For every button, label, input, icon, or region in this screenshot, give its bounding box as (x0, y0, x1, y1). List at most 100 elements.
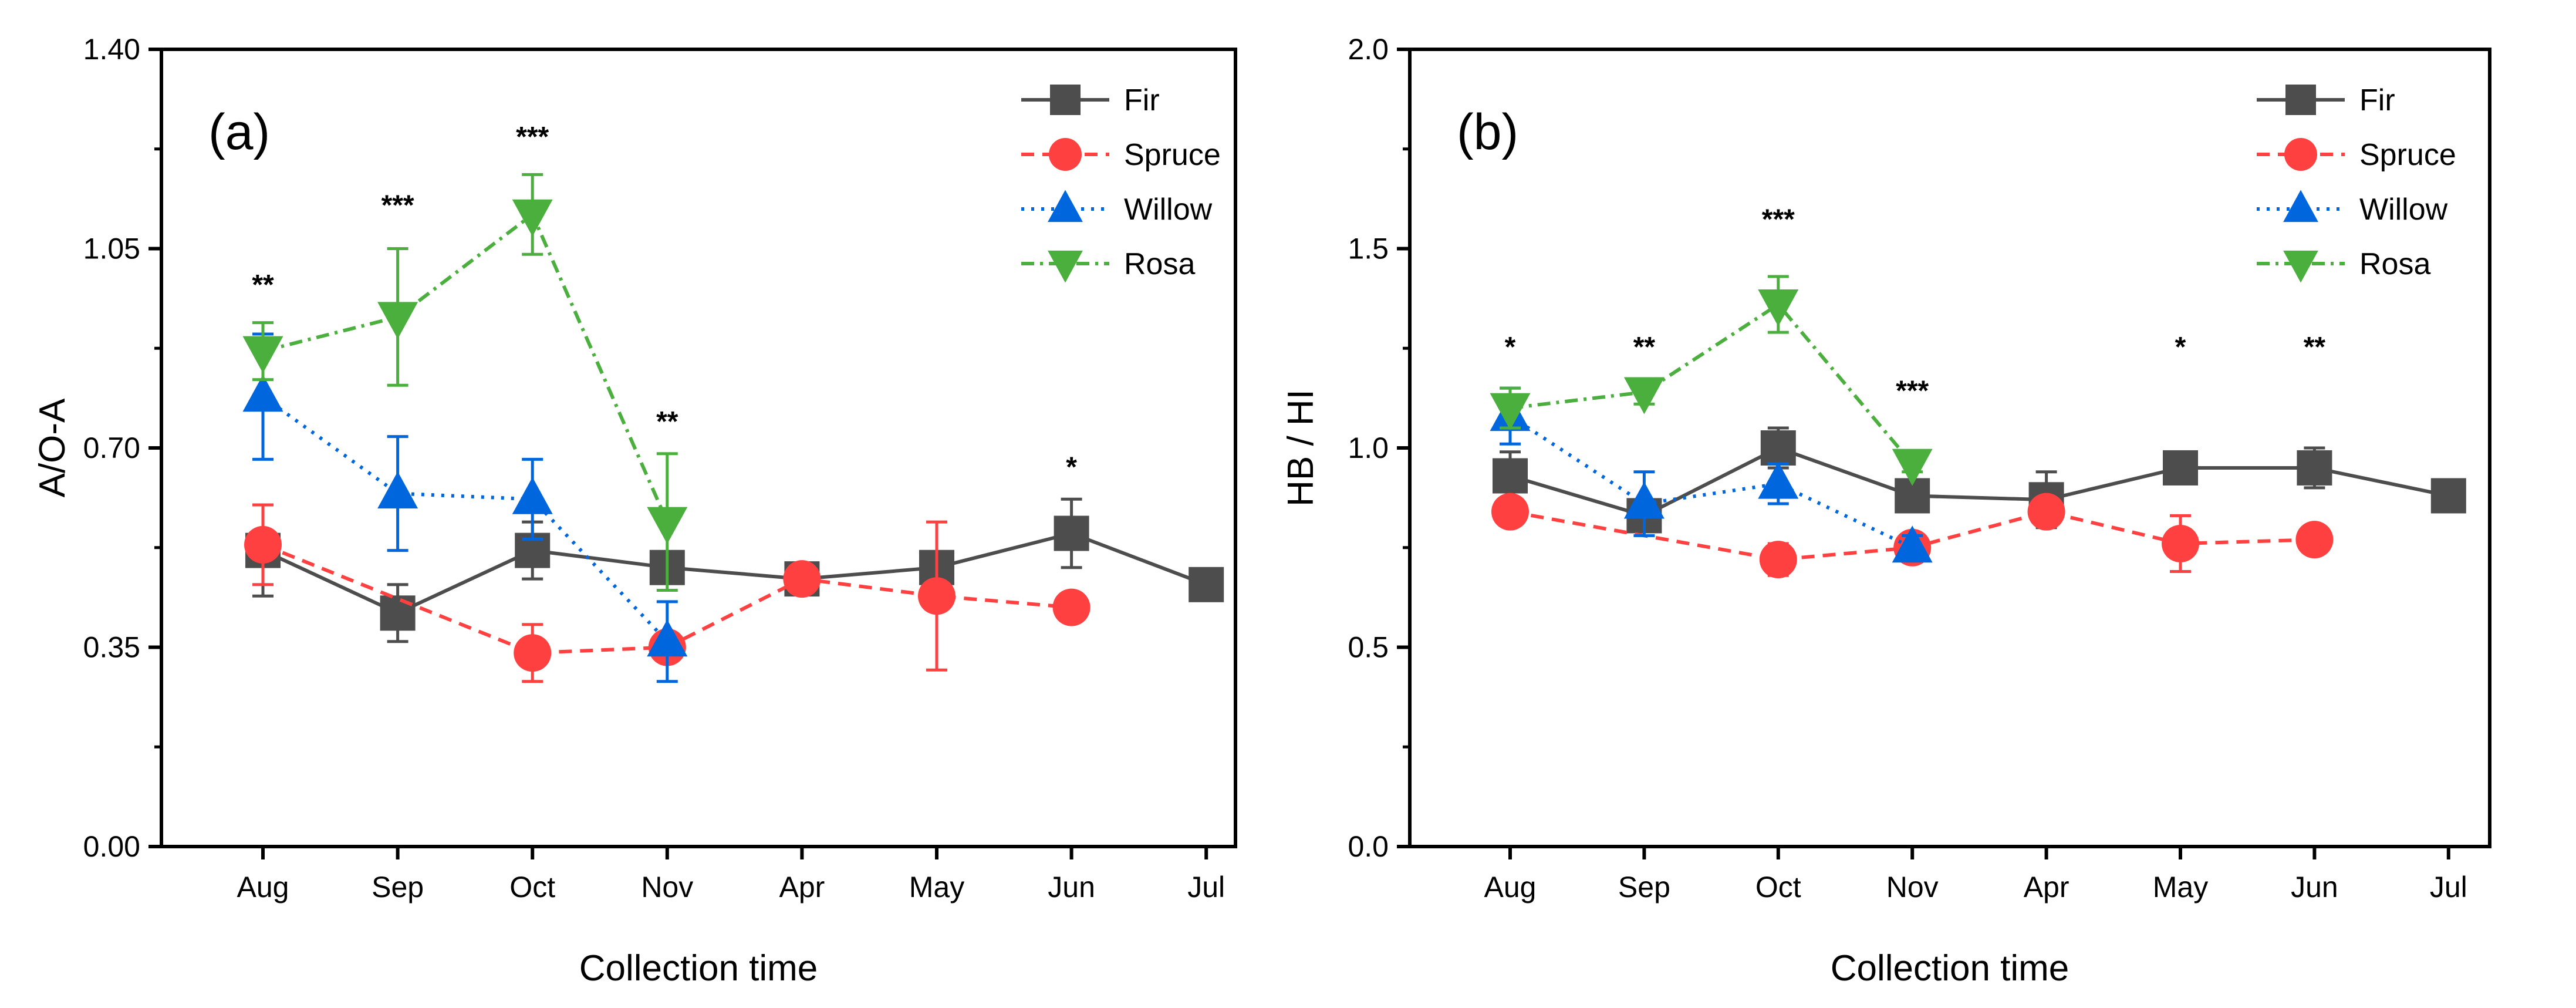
legend-label: Rosa (1124, 247, 1195, 281)
series-line (262, 395, 669, 643)
significance-label: ** (1633, 332, 1656, 363)
x-axis-title: Collection time (1831, 948, 2069, 989)
marker-square (1189, 567, 1224, 602)
x-tick-label: Nov (641, 871, 693, 904)
marker-square (1760, 430, 1796, 466)
legend-label: Rosa (2359, 247, 2430, 281)
marker-circle (1491, 493, 1529, 531)
x-tick-label: Sep (1618, 871, 1670, 904)
x-tick-label: Oct (509, 871, 555, 904)
significance-label: * (1066, 452, 1077, 483)
significance-label: *** (1896, 376, 1929, 407)
marker-square (1054, 515, 1089, 551)
panel-b: 0.0 0.5 1.0 1.5 2.0 Aug Sep Oct Nov Apr May Jun Jul C… (1281, 33, 2491, 989)
series-rosa (1490, 275, 1933, 486)
marker-triangle-down (1490, 393, 1531, 430)
y-tick-label: 1.05 (83, 232, 140, 265)
marker-triangle-down (377, 302, 418, 339)
y-tick-label: 0.00 (83, 830, 140, 863)
x-tick-label: Jul (1187, 871, 1225, 904)
marker-triangle-up (242, 375, 283, 412)
marker-triangle-up (1048, 190, 1083, 222)
x-tick-label: Apr (779, 871, 825, 904)
series-line (262, 543, 1072, 655)
marker-square (380, 595, 416, 631)
y-tick-label: 0.0 (1348, 830, 1389, 863)
marker-circle (1759, 541, 1797, 579)
series-line (1509, 414, 1913, 549)
y-tick-label: 1.5 (1348, 232, 1389, 265)
marker-circle (514, 634, 552, 672)
panel-label: (b) (1457, 104, 1518, 160)
marker-triangle-up (1892, 525, 1933, 563)
x-tick-label: May (2153, 871, 2208, 904)
x-tick-label: May (909, 871, 964, 904)
y-tick-label: 0.70 (83, 431, 140, 464)
marker-triangle-down (1758, 289, 1799, 327)
marker-circle (918, 577, 956, 615)
legend-label: Fir (2359, 83, 2395, 117)
x-tick-label: Aug (237, 871, 289, 904)
marker-circle (2295, 521, 2334, 559)
significance-label: ** (656, 406, 678, 437)
significance-label: ** (2304, 332, 2326, 363)
x-tick-label: Jun (2291, 871, 2338, 904)
series-line (1510, 446, 2449, 518)
significance-label: *** (381, 190, 414, 221)
y-tick-label: 1.0 (1348, 431, 1389, 464)
y-tick-label: 1.40 (83, 33, 140, 66)
legend-label: Fir (1124, 83, 1160, 117)
series-line (1510, 510, 2315, 562)
marker-circle (2162, 524, 2199, 562)
series-line (1510, 302, 1914, 466)
x-tick-label: Jun (1048, 871, 1095, 904)
marker-triangle-down (1892, 449, 1933, 486)
marker-circle (1052, 588, 1091, 626)
marker-triangle-down (647, 507, 688, 544)
marker-triangle-up (2283, 190, 2318, 222)
x-tick-label: Apr (2024, 871, 2069, 904)
y-tick-label: 2.0 (1348, 33, 1389, 66)
marker-triangle-down (512, 199, 553, 237)
y-tick-label: 0.5 (1348, 631, 1389, 664)
y-axis-title: HB / HI (1281, 389, 1321, 507)
significance-label: ** (252, 269, 274, 301)
marker-circle (2284, 138, 2317, 171)
marker-triangle-up (647, 619, 688, 657)
marker-square (2297, 450, 2332, 486)
marker-triangle-down (1623, 377, 1665, 414)
marker-square (2163, 450, 2198, 486)
x-tick-label: Sep (372, 871, 424, 904)
marker-square (1050, 85, 1081, 115)
plot-frame (160, 48, 1237, 848)
x-axis-title: Collection time (579, 948, 818, 989)
significance-label: *** (1762, 204, 1795, 235)
legend: Fir Spruce Willow Rosa (2257, 83, 2456, 283)
plot-frame (1408, 48, 2491, 848)
x-tick-label: Oct (1755, 871, 1801, 904)
x-tick-label: Aug (1484, 871, 1537, 904)
legend: Fir Spruce Willow Rosa (1021, 83, 1221, 283)
y-axis-title: A/O-A (32, 398, 73, 497)
marker-square (1493, 458, 1528, 494)
significance-label: * (1505, 332, 1516, 363)
marker-circle (244, 525, 282, 564)
marker-triangle-up (1758, 461, 1799, 499)
marker-circle (2027, 493, 2065, 531)
legend-label: Willow (1124, 193, 1213, 227)
series-willow (1490, 386, 1933, 563)
legend-label: Spruce (1124, 138, 1221, 172)
y-tick-label: 0.35 (83, 631, 140, 664)
legend-label: Willow (2359, 193, 2448, 227)
marker-triangle-up (512, 477, 553, 514)
marker-circle (783, 560, 821, 598)
marker-triangle-down (2283, 250, 2318, 283)
series-rosa (242, 173, 688, 592)
marker-square (2430, 478, 2466, 514)
significance-label: * (2175, 332, 2186, 363)
marker-triangle-up (377, 471, 418, 509)
legend-label: Spruce (2359, 138, 2456, 172)
marker-triangle-up (1623, 481, 1665, 519)
panel-a: 0.00 0.35 0.70 1.05 1.40 Aug Sep Oct Nov Apr May Ju… (32, 33, 1237, 989)
